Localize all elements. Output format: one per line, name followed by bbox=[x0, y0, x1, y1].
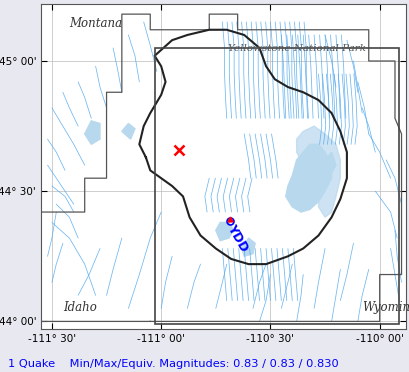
Polygon shape bbox=[85, 121, 100, 144]
Polygon shape bbox=[285, 144, 331, 212]
Text: 1 Quake    Min/Max/Equiv. Magnitudes: 0.83 / 0.83 / 0.830: 1 Quake Min/Max/Equiv. Magnitudes: 0.83 … bbox=[8, 359, 338, 369]
Polygon shape bbox=[121, 124, 135, 139]
Polygon shape bbox=[139, 30, 346, 264]
Polygon shape bbox=[41, 14, 400, 321]
Text: Wyoming: Wyoming bbox=[361, 301, 409, 314]
Polygon shape bbox=[215, 222, 233, 241]
Polygon shape bbox=[241, 238, 254, 256]
Text: YDD: YDD bbox=[224, 222, 250, 254]
Text: Idaho: Idaho bbox=[63, 301, 97, 314]
Polygon shape bbox=[318, 152, 335, 173]
Bar bbox=[154, 48, 398, 324]
Polygon shape bbox=[296, 126, 339, 217]
Text: Montana: Montana bbox=[69, 17, 122, 30]
Text: Yellowstone National Park: Yellowstone National Park bbox=[227, 44, 365, 52]
